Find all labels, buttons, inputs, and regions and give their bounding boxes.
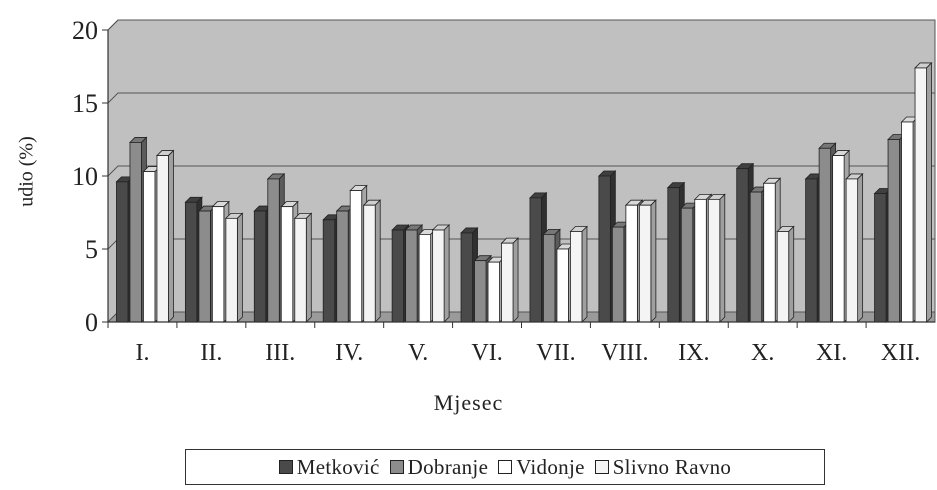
bar xyxy=(625,204,638,323)
bar-side xyxy=(719,193,726,323)
bar-side xyxy=(512,237,519,323)
x-tick-label: X. xyxy=(751,340,774,366)
x-tick-label: V. xyxy=(408,340,428,366)
bar xyxy=(336,210,349,323)
bar-side xyxy=(926,61,932,323)
y-axis-label: udio (%) xyxy=(15,136,38,207)
bar xyxy=(570,231,583,323)
y-tick-label: 5 xyxy=(85,235,98,264)
bars xyxy=(115,61,933,323)
bar xyxy=(405,229,418,323)
bar xyxy=(638,204,652,323)
bar xyxy=(198,210,211,323)
legend-swatch xyxy=(594,460,609,474)
legend-label: Vidonje xyxy=(516,454,585,479)
legend-swatch xyxy=(278,460,293,474)
bar xyxy=(294,217,307,323)
legend-swatch xyxy=(498,460,513,474)
bar xyxy=(598,175,611,323)
x-axis-label: Mjesec xyxy=(433,390,504,415)
bar xyxy=(818,147,832,323)
bar xyxy=(418,233,432,323)
bar xyxy=(225,217,238,323)
bar xyxy=(474,260,487,323)
bar xyxy=(184,201,198,323)
legend-item-metkovic: Metković xyxy=(278,454,380,480)
x-tick-label: IX. xyxy=(678,340,709,366)
bar xyxy=(556,248,569,323)
x-tick-label: IV. xyxy=(335,340,363,366)
legend-swatch xyxy=(389,460,404,474)
bar xyxy=(280,206,294,323)
bar xyxy=(901,121,914,323)
legend-label: Dobranje xyxy=(407,454,489,479)
bar xyxy=(611,226,625,323)
bar xyxy=(487,261,500,323)
bar xyxy=(253,210,267,323)
bar xyxy=(680,207,694,323)
bar-side xyxy=(788,225,795,323)
bar xyxy=(887,139,900,323)
legend-item-slivno-ravno: Slivno Ravno xyxy=(594,454,732,480)
gridline xyxy=(107,19,935,31)
bar xyxy=(322,219,336,323)
bar xyxy=(391,229,405,323)
legend-label: Slivno Ravno xyxy=(612,454,732,479)
bar xyxy=(914,67,927,323)
bar xyxy=(267,178,280,323)
bar xyxy=(116,181,129,323)
bar xyxy=(736,168,749,323)
y-tick-label: 20 xyxy=(72,16,98,45)
bar xyxy=(749,191,763,323)
x-tick-label: II. xyxy=(200,340,222,366)
bar xyxy=(143,171,156,323)
x-tick-label: XI. xyxy=(816,340,847,366)
bar xyxy=(874,193,887,323)
bar xyxy=(432,229,445,323)
bar xyxy=(501,242,514,323)
bar xyxy=(349,190,363,323)
x-tick-label: VII. xyxy=(536,340,575,366)
bar xyxy=(805,178,818,323)
bar xyxy=(543,233,556,323)
x-tick-label: III. xyxy=(265,340,295,366)
bar xyxy=(845,178,859,323)
x-tick-label: I. xyxy=(135,340,149,366)
y-tick-label: 0 xyxy=(85,308,98,337)
bar-side xyxy=(650,199,657,323)
bar xyxy=(667,187,680,323)
bar-side xyxy=(236,212,243,323)
legend-item-dobranje: Dobranje xyxy=(389,454,489,480)
bar xyxy=(460,232,473,323)
bar xyxy=(211,206,225,323)
legend-item-vidonje: Vidonje xyxy=(498,455,585,480)
bar-side xyxy=(374,199,381,323)
legend-label: Metković xyxy=(296,454,380,479)
axes: 0 5 10 15 20 I. II. III. IV. V. VI. VII. VIII. IX. X. X… xyxy=(72,16,935,366)
bar xyxy=(129,142,142,323)
y-tick-label: 15 xyxy=(72,89,98,118)
bar-side xyxy=(857,172,864,323)
x-tick-label: VIII. xyxy=(601,340,648,366)
bar xyxy=(363,204,376,323)
x-tick-label: XII. xyxy=(881,340,920,366)
gridline xyxy=(107,92,935,104)
gridline xyxy=(107,165,935,177)
bar xyxy=(156,155,169,323)
x-tick-label: VI. xyxy=(471,340,502,366)
legend: Metković Dobranje Vidonje Slivno Ravno xyxy=(185,449,825,485)
bar-side xyxy=(305,212,312,323)
bar-side xyxy=(168,149,174,323)
bar xyxy=(776,231,790,323)
bar xyxy=(529,197,542,323)
bar-side xyxy=(443,224,450,323)
bar-side xyxy=(581,225,588,323)
bar xyxy=(707,198,721,323)
y-tick-label: 10 xyxy=(72,162,98,191)
bar xyxy=(694,198,707,323)
bar xyxy=(832,155,845,323)
bar xyxy=(763,182,776,323)
